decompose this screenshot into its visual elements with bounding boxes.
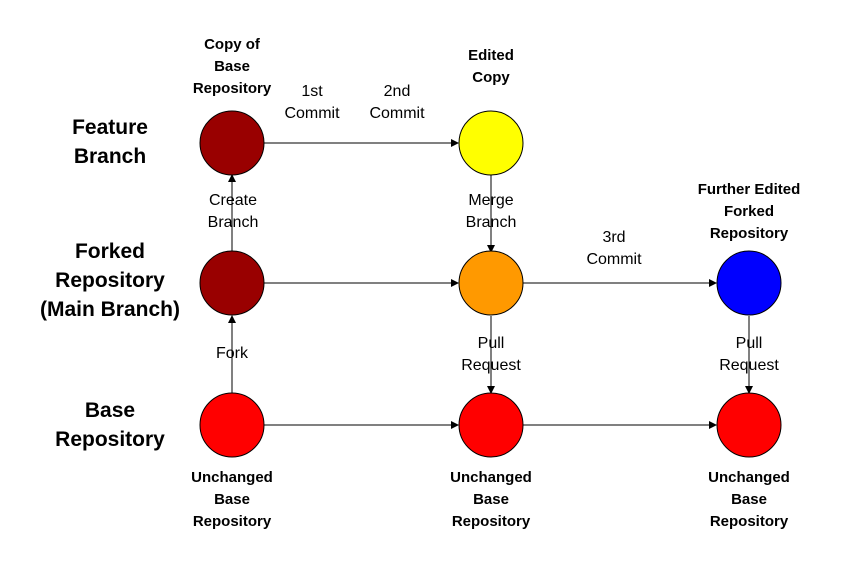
edge-label-pull-request-2: Pull Request (719, 335, 779, 374)
edge-label-1st-commit: 1st Commit (284, 83, 340, 122)
node-base-1 (199, 392, 265, 458)
node-feature-copy (199, 110, 265, 176)
edge-label-merge-branch: Merge Branch (465, 192, 517, 231)
edge-label-2nd-commit: 2nd Commit (369, 83, 425, 122)
node-base-3 (716, 392, 782, 458)
caption-edited-copy: Edited Copy (468, 47, 514, 86)
row-label-base-repository: Base Repository (55, 399, 165, 451)
node-feature-edited (458, 110, 524, 176)
row-label-forked-repository: Forked Repository (Main Branch) (39, 240, 180, 321)
edge-label-fork: Fork (216, 345, 248, 362)
row-label-feature-branch: Feature Branch (72, 116, 148, 168)
node-forked-1 (199, 250, 265, 316)
edge-label-pull-request-1: Pull Request (461, 335, 521, 374)
node-forked-2 (458, 250, 524, 316)
node-base-2 (458, 392, 524, 458)
edge-label-3rd-commit: 3rd Commit (586, 229, 642, 268)
caption-unchanged-base-repository-3: Unchanged Base Repository (708, 469, 790, 530)
caption-further-edited-forked-repository: Further Edited Forked Repository (697, 181, 801, 242)
edge-label-create-branch: Create Branch (207, 192, 259, 231)
caption-copy-of-base-repository: Copy of Base Repository (192, 36, 272, 97)
caption-unchanged-base-repository-2: Unchanged Base Repository (450, 469, 532, 530)
node-forked-3 (716, 250, 782, 316)
caption-unchanged-base-repository-1: Unchanged Base Repository (191, 469, 273, 530)
